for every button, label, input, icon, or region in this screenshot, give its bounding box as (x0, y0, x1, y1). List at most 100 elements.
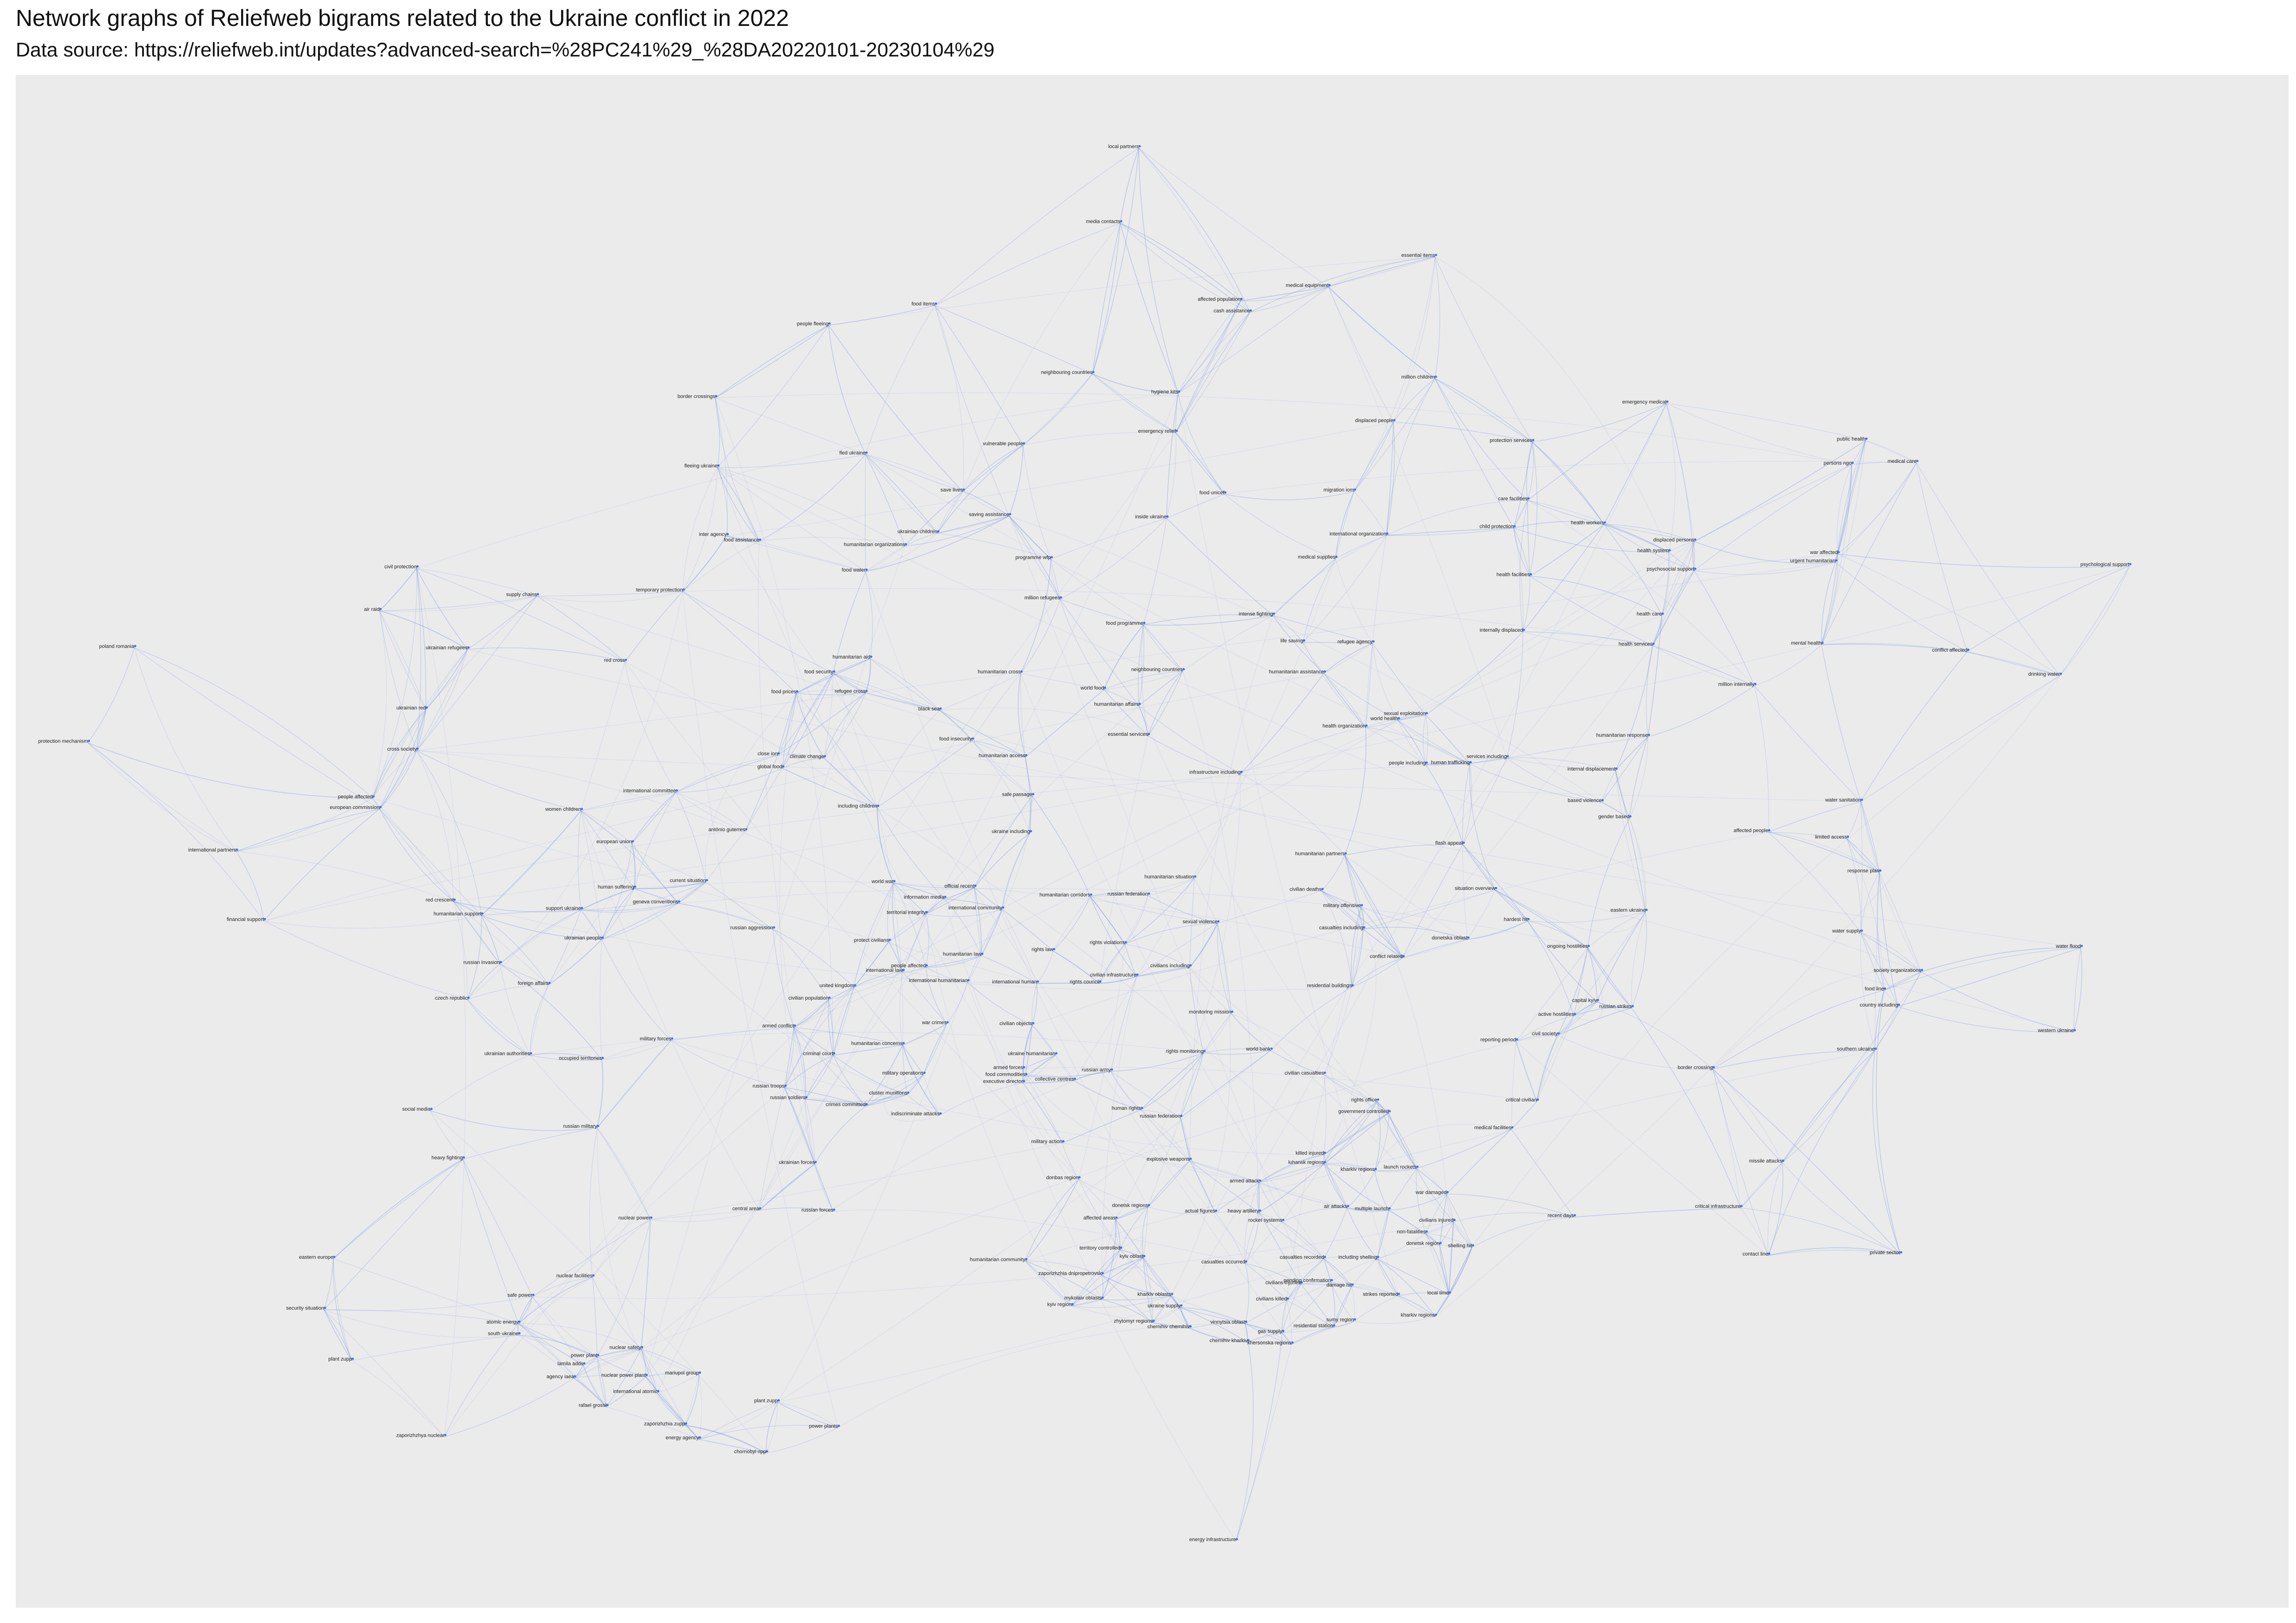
graph-edge (1240, 256, 1435, 301)
graph-edge (1363, 889, 1496, 930)
graph-edge (1603, 524, 1695, 542)
node-label: pending confirmation (1284, 1278, 1331, 1283)
graph-edge (583, 1356, 598, 1366)
graph-edge (1516, 1015, 1574, 1042)
graph-edge (416, 750, 454, 902)
node-label: ongoing hostilities (1547, 944, 1588, 949)
node-label: child protection (1479, 524, 1514, 529)
graph-edge (828, 325, 866, 455)
node-label: active hostilities (1538, 1012, 1574, 1017)
node-marker (1694, 538, 1697, 541)
node-label: residential station (1293, 1323, 1333, 1329)
node-marker (1768, 829, 1771, 832)
graph-edge (624, 661, 1079, 1180)
node-label: sexual violence (1183, 919, 1217, 925)
graph-node: neighbouring countries (1131, 667, 1185, 672)
graph-edge (1527, 403, 1667, 501)
graph-edge (1377, 1258, 1398, 1296)
graph-edge (1104, 624, 1144, 690)
graph-edge (796, 693, 824, 759)
graph-edge (717, 467, 760, 542)
graph-edge (1180, 1307, 1190, 1329)
graph-edge (1071, 1249, 1121, 1306)
graph-node: intense fighting (1239, 611, 1275, 617)
graph-edge (1175, 312, 1250, 433)
graph-edge (935, 305, 964, 492)
graph-edge (925, 909, 1003, 917)
graph-edge (1328, 286, 1435, 379)
graph-node: supply chains (506, 592, 539, 597)
graph-edge (1462, 844, 1528, 921)
graph-edge (324, 1258, 334, 1310)
node-label: affected areas (1083, 1215, 1116, 1221)
graph-edge (1860, 932, 1875, 1051)
graph-edge (631, 843, 679, 904)
graph-edge (828, 999, 834, 1056)
graph-edge (1178, 312, 1250, 394)
node-marker (1189, 1157, 1192, 1160)
graph-edge (601, 888, 635, 940)
node-marker (1837, 551, 1840, 553)
graph-edge (1495, 889, 1588, 948)
graph-node: official recent (944, 883, 977, 889)
graph-edge (1023, 373, 1093, 446)
graph-edge (481, 915, 602, 940)
graph-edge (962, 491, 1010, 516)
node-label: explosive weapons (1147, 1157, 1190, 1162)
node-marker (1506, 755, 1509, 758)
graph-edge (580, 792, 676, 811)
graph-node: border crossings (678, 394, 718, 399)
graph-edge (1078, 1179, 1121, 1250)
node-marker (624, 659, 627, 661)
graph-edge (430, 1110, 463, 1160)
graph-edge (1111, 976, 1137, 1072)
graph-edge (379, 568, 417, 611)
node-marker (1851, 461, 1854, 464)
graph-edge (1513, 528, 1530, 577)
graph-edge (580, 810, 706, 883)
node-label: food items (911, 301, 935, 307)
graph-node: cross society (387, 746, 419, 752)
graph-node: civilian infrastructure (1090, 972, 1139, 978)
graph-edge (1603, 524, 1662, 616)
node-label: fled ukraine (839, 450, 866, 456)
graph-edge (793, 999, 829, 1028)
node-label: conflict related (1370, 954, 1403, 959)
graph-edge (1143, 1257, 1181, 1308)
graph-edge (537, 591, 683, 597)
graph-edge (467, 999, 530, 1056)
graph-edge (1354, 491, 1387, 536)
graph-edge (1092, 373, 1176, 433)
graph-edge (877, 807, 894, 883)
graph-edge (1175, 393, 1179, 433)
graph-edge (1300, 1281, 1331, 1285)
graph-node: killed injured (1296, 1150, 1326, 1156)
graph-edge (1335, 535, 1387, 559)
graph-edge (1247, 1342, 1292, 1345)
graph-node: plant zupp (754, 1398, 780, 1404)
graph-edge (893, 883, 975, 889)
graph-edge (675, 792, 706, 883)
graph-node: civil protection (384, 564, 419, 570)
graph-edge (837, 1323, 1246, 1428)
graph-edge (1032, 796, 1091, 897)
graph-edge (902, 1045, 924, 1075)
graph-edge (1386, 528, 1514, 536)
graph-edge (1967, 651, 2060, 676)
graph-edge (1244, 1182, 1260, 1264)
graph-edge (1323, 929, 1377, 1164)
graph-edge (865, 658, 871, 693)
graph-node: sumy region (1326, 1317, 1356, 1323)
graph-edge (699, 1439, 767, 1454)
node-marker (597, 1125, 599, 1127)
graph-edge (833, 987, 855, 1056)
node-label: vulnerable people (983, 441, 1023, 447)
graph-edge (1768, 1050, 1875, 1256)
graph-edge (805, 1099, 866, 1107)
graph-edge (530, 1032, 1204, 1056)
node-label: international community (948, 905, 1003, 911)
graph-edge (962, 445, 1023, 492)
node-marker (1062, 1140, 1065, 1143)
graph-edge (530, 1055, 598, 1128)
graph-edge (766, 1402, 778, 1454)
